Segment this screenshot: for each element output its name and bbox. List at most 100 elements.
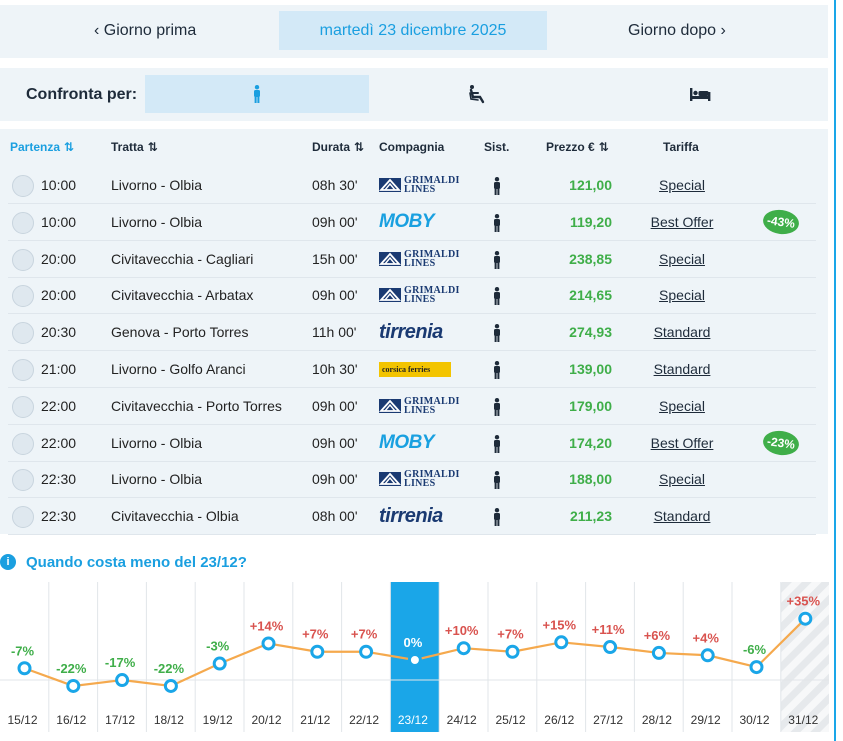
person-standing-icon: [494, 471, 500, 490]
compare-tab-seat[interactable]: [369, 75, 585, 113]
route-name: Livorno - Olbia: [111, 434, 203, 451]
trip-duration: 09h 00': [312, 434, 358, 451]
fare-link[interactable]: Standard: [653, 324, 711, 341]
percent-label: +15%: [542, 617, 576, 632]
percent-label: 0%: [404, 635, 423, 650]
select-radio[interactable]: [12, 322, 34, 345]
price-value: 139,00: [569, 361, 612, 377]
percent-label: +6%: [644, 628, 671, 643]
grimaldi-flag-icon: [379, 288, 401, 303]
grimaldi-logo-text: GRIMALDI LINES: [404, 395, 460, 416]
fare-link[interactable]: Best Offer: [650, 434, 714, 451]
fare-link[interactable]: Special: [659, 471, 705, 488]
select-radio[interactable]: [12, 175, 34, 197]
reclining-seat-icon: [469, 85, 485, 104]
table-row[interactable]: 20:00 Civitavecchia - Arbatax 09h 00' GRIMA…: [8, 277, 816, 315]
day-point[interactable]: [212, 656, 227, 671]
next-day-button[interactable]: Giorno dopo ›: [628, 12, 726, 50]
percent-label: +7%: [351, 627, 378, 642]
grimaldi-lines-logo: GRIMALDI LINES: [379, 176, 462, 195]
person-standing-icon: [494, 324, 500, 343]
person-standing-icon: [254, 85, 260, 103]
grimaldi-lines-logo: GRIMALDI LINES: [379, 249, 462, 268]
day-point[interactable]: [17, 661, 32, 676]
compare-tab-cabin[interactable]: [585, 75, 815, 113]
percent-label: +7%: [302, 627, 329, 642]
day-point[interactable]: [749, 660, 764, 675]
select-radio[interactable]: [12, 506, 34, 529]
table-row[interactable]: 10:00 Livorno - Olbia 08h 30' GRIMALDI LINE…: [8, 167, 816, 204]
table-row[interactable]: 22:30 Civitavecchia - Olbia 08h 00' tirreni…: [8, 498, 816, 536]
day-point[interactable]: [261, 636, 276, 651]
departure-time: 22:00: [41, 434, 77, 451]
previous-day-button[interactable]: ‹ Giorno prima: [94, 12, 196, 50]
info-icon[interactable]: i: [0, 554, 16, 570]
fare-link[interactable]: Special: [659, 287, 705, 304]
table-row[interactable]: 22:00 Livorno - Olbia 09h 00' MOBY 174,20 Bes…: [8, 425, 816, 462]
company-logo: GRIMALDI LINES: [379, 395, 465, 417]
table-row[interactable]: 20:30 Genova - Porto Torres 11h 00' tirreni…: [8, 314, 816, 352]
table-row[interactable]: 22:00 Civitavecchia - Porto Torres 09h 00'…: [8, 388, 816, 425]
day-point[interactable]: [554, 635, 569, 650]
select-radio[interactable]: [12, 211, 34, 234]
day-point[interactable]: [115, 673, 130, 688]
price-value: 214,65: [569, 287, 612, 304]
select-radio[interactable]: [12, 359, 34, 381]
day-point[interactable]: [456, 641, 471, 656]
fare-link[interactable]: Special: [659, 250, 705, 267]
fare-link[interactable]: Special: [659, 397, 705, 414]
select-radio[interactable]: [12, 248, 34, 271]
compare-tab-passage[interactable]: [145, 75, 369, 113]
compare-bar: Confronta per:: [0, 68, 828, 121]
company-logo: GRIMALDI LINES: [379, 468, 465, 490]
day-point[interactable]: [651, 645, 666, 660]
header-route[interactable]: Tratta ⇅: [111, 140, 158, 154]
header-price[interactable]: Prezzo € ⇅: [546, 140, 609, 154]
select-radio[interactable]: [12, 469, 34, 492]
day-point[interactable]: [66, 678, 81, 693]
header-departure[interactable]: Partenza ⇅: [10, 140, 74, 154]
fare-link[interactable]: Special: [659, 177, 705, 193]
fare-link[interactable]: Best Offer: [650, 213, 714, 230]
header-fare: Tariffa: [663, 140, 699, 154]
table-row[interactable]: 10:00 Livorno - Olbia 09h 00' MOBY 119,20 Bes…: [8, 204, 816, 241]
day-point[interactable]: [700, 648, 715, 663]
table-row[interactable]: 20:00 Civitavecchia - Cagliari 15h 00' GRIM…: [8, 241, 816, 278]
day-point[interactable]: [603, 640, 618, 655]
table-row[interactable]: 22:30 Livorno - Olbia 09h 00' GRIMALDI LINE…: [8, 461, 816, 499]
date-tick-label: 19/12: [203, 713, 233, 727]
fare-link[interactable]: Standard: [653, 508, 711, 525]
day-point[interactable]: [505, 644, 520, 659]
company-logo: corsica ferries: [379, 358, 465, 380]
trip-duration: 09h 00': [312, 213, 358, 230]
percent-label: -22%: [154, 661, 185, 676]
day-point[interactable]: [798, 611, 813, 626]
day-point[interactable]: [359, 644, 374, 659]
table-row[interactable]: 21:00 Livorno - Golfo Aranci 10h 30' corsic…: [8, 351, 816, 388]
price-value: 238,85: [569, 250, 612, 267]
price-value: 188,00: [569, 471, 612, 488]
date-tick-label: 21/12: [300, 713, 330, 727]
header-accommodation: Sist.: [484, 140, 510, 154]
person-standing-icon: [494, 213, 500, 232]
tirrenia-logo: tirrenia: [379, 504, 443, 527]
select-radio[interactable]: [12, 395, 34, 418]
departure-time: 21:00: [41, 361, 77, 377]
header-duration[interactable]: Durata ⇅: [312, 140, 364, 154]
select-radio[interactable]: [12, 432, 34, 455]
select-radio[interactable]: [12, 285, 34, 308]
price-calendar-title: i Quando costa meno del 23/12?: [0, 551, 247, 573]
day-point[interactable]: [310, 644, 325, 659]
current-date[interactable]: martedì 23 dicembre 2025: [279, 11, 547, 50]
day-point[interactable]: [163, 678, 178, 693]
percent-label: +14%: [250, 618, 284, 633]
price-calendar-title-text: Quando costa meno del 23/12?: [26, 553, 247, 571]
header-company: Compagnia: [379, 140, 445, 154]
day-point[interactable]: [407, 653, 422, 667]
date-tick-label: 15/12: [7, 713, 37, 727]
moby-logo: MOBY: [379, 210, 435, 232]
company-logo: GRIMALDI LINES: [379, 248, 465, 270]
sort-icon: ⇅: [354, 140, 365, 154]
fare-link[interactable]: Standard: [653, 361, 711, 377]
departure-time: 20:00: [41, 250, 77, 267]
